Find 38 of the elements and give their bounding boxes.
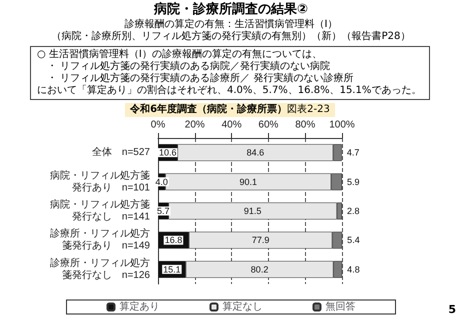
y-tick-label: 全体 n=527 xyxy=(92,146,150,158)
x-tick-label: 0% xyxy=(150,120,166,130)
y-tick-label: 診療所・リフィル処方箋発行なし n=126 xyxy=(50,256,150,281)
data-label: 80.2 xyxy=(250,264,268,274)
chart-subtitle: 診療報酬の算定の有無：生活習慣病管理料（Ⅰ） xyxy=(124,19,338,30)
text: ○ 生活習慣病管理料（Ⅰ）の診療報酬の算定の有無については、 xyxy=(37,49,323,60)
data-label: 15.1 xyxy=(163,264,181,274)
data-label: 77.9 xyxy=(252,235,270,246)
x-tick-label: 60% xyxy=(258,120,279,130)
y-tick-label: 病院・リフィル処方箋発行なし n=141 xyxy=(50,198,150,222)
data-label: 90.1 xyxy=(239,176,258,187)
text: において「算定あり」の割合はそれぞれ、4.0%、5.7%、16.8%、15.1%であった。 xyxy=(37,85,422,97)
data-label: 4.0 xyxy=(155,176,168,187)
text: ・ リフィル処方箋の発行実績のある診療所／ 発行実績のない診療所 xyxy=(46,73,354,84)
y-tick-label: 病院・リフィル処方箋発行あり n=101 xyxy=(50,169,150,194)
text: ・ リフィル処方箋の発行実績のある病院／発行実績のない病院 xyxy=(46,61,332,72)
x-tick-label: 40% xyxy=(222,120,242,130)
data-label: 84.6 xyxy=(246,148,264,158)
data-label: 2.8 xyxy=(347,206,360,216)
data-label: 5.7 xyxy=(156,206,170,216)
legend-label: 算定なし xyxy=(222,300,262,312)
data-label: 16.8 xyxy=(164,235,182,246)
data-label: 5.4 xyxy=(347,235,360,246)
text: 5 xyxy=(448,303,456,316)
data-label: 4.7 xyxy=(346,148,360,158)
legend-label: 算定あり xyxy=(120,300,160,312)
legend-label: 無回答 xyxy=(326,300,356,312)
data-label: 91.5 xyxy=(244,206,262,216)
text: 図表2-23 xyxy=(287,104,330,115)
x-tick-label: 80% xyxy=(295,120,316,130)
text: （病院・診療所別、リフィル処方箋の発行実績の有無別）（新）（報告書P28） xyxy=(52,31,410,42)
x-tick-label: 100% xyxy=(329,120,355,130)
y-tick-label: 診療所・リフィル処方箋発行あり n=149 xyxy=(50,228,150,252)
data-label: 4.8 xyxy=(347,264,360,274)
x-tick-label: 20% xyxy=(184,120,205,130)
data-label: 10.6 xyxy=(158,148,177,158)
data-label: 5.9 xyxy=(347,176,360,187)
chart-title: 病院・診療所調査の結果② xyxy=(152,2,309,18)
